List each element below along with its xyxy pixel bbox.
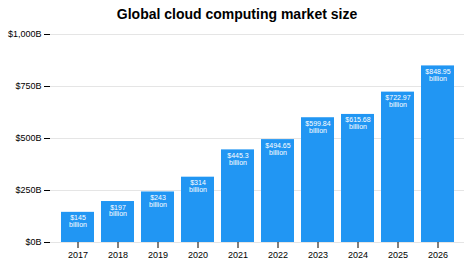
svg-text:$243billion: $243billion [149, 194, 167, 208]
html-text:Global cloud computing market: Global cloud computing market size [116, 6, 358, 22]
svg-text:$445.3billion: $445.3billion [227, 152, 249, 166]
svg-text:2023: 2023 [308, 250, 328, 260]
svg-text:$599.84billion: $599.84billion [305, 120, 330, 134]
svg-text:2021: 2021 [228, 250, 248, 260]
svg-text:2018: 2018 [108, 250, 128, 260]
svg-text:2019: 2019 [148, 250, 168, 260]
svg-text:$722.97billion: $722.97billion [385, 94, 410, 108]
svg-text:$145billion: $145billion [69, 214, 87, 228]
svg-text:$197billion: $197billion [109, 203, 127, 217]
svg-text:2024: 2024 [348, 250, 368, 260]
svg-text:$615.68billion: $615.68billion [345, 116, 370, 130]
svg-text:$314billion: $314billion [189, 179, 207, 193]
svg-text:$500B: $500B [15, 133, 41, 143]
svg-text:$750B: $750B [15, 81, 41, 91]
svg-text:$848.95billion: $848.95billion [425, 68, 450, 82]
svg-text:2026: 2026 [428, 250, 448, 260]
svg-text:$1,000B: $1,000B [8, 29, 42, 39]
svg-text:$494.65billion: $494.65billion [265, 142, 290, 156]
svg-text:2022: 2022 [268, 250, 288, 260]
svg-text:2025: 2025 [388, 250, 408, 260]
svg-text:2020: 2020 [188, 250, 208, 260]
svg-text:2017: 2017 [68, 250, 88, 260]
svg-text:$250B: $250B [15, 185, 41, 195]
svg-text:$0B: $0B [25, 237, 41, 247]
